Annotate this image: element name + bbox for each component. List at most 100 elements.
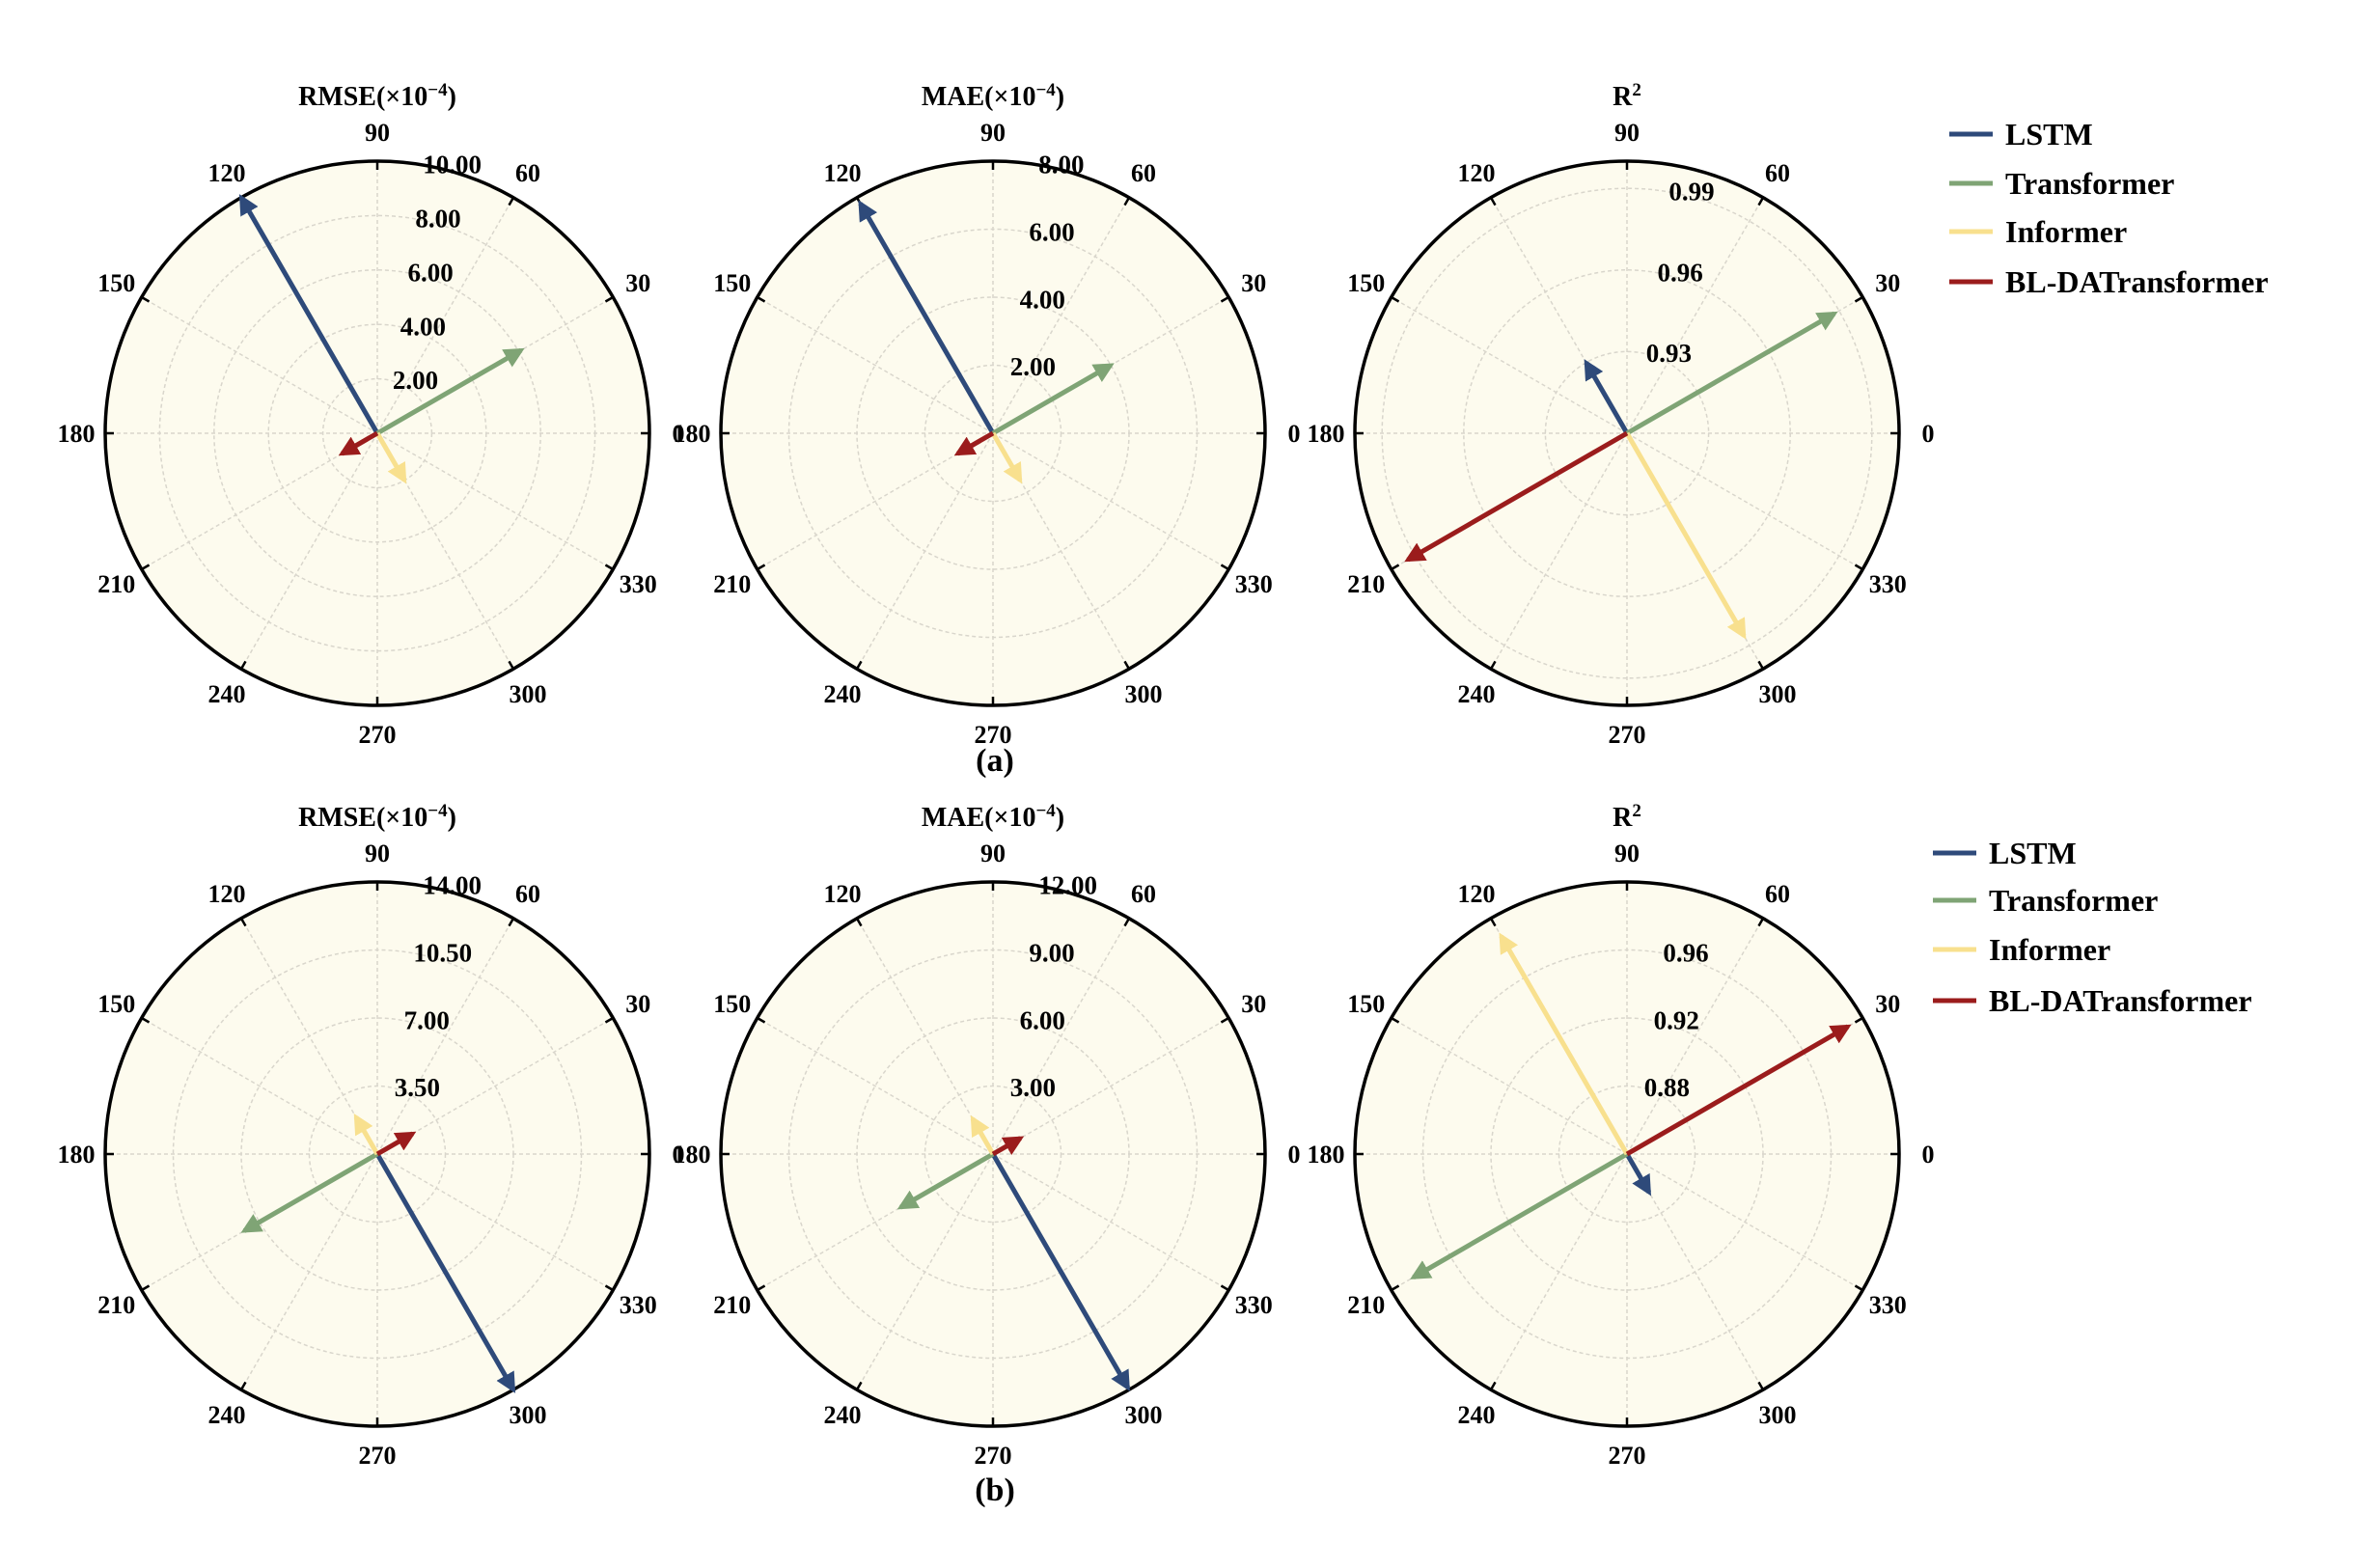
- legend-label-lstm: LSTM: [1989, 836, 2077, 870]
- legend-label-transformer: Transformer: [2005, 166, 2174, 201]
- angular-gridline: [1626, 1153, 1863, 1291]
- plot-title: RMSE(×10−4): [298, 801, 456, 833]
- angle-tick-label: 60: [515, 880, 540, 908]
- arrow-bl-datransformer: [1404, 430, 1629, 563]
- polar-plot-3: 0 30 60 90 120 150 180 210 240 270 300 330 0.93 0.96 0…: [1308, 80, 1935, 749]
- angle-tick-label: 300: [510, 1401, 547, 1429]
- angle-tick-label: 330: [1235, 570, 1273, 598]
- angle-tick-label: 120: [1458, 880, 1496, 908]
- angle-tick-label: 270: [1609, 1442, 1646, 1470]
- plot-title-main: RMSE(×10: [298, 803, 427, 833]
- legend-label-bl-datransformer: BL-DATransformer: [2005, 264, 2269, 299]
- radial-tick-label: 3.00: [1010, 1073, 1056, 1102]
- angle-tick-label: 150: [1347, 269, 1385, 297]
- angle-tick-label: 150: [1347, 990, 1385, 1018]
- arrow-informer: [374, 431, 407, 484]
- angle-tick-label: 90: [980, 839, 1006, 867]
- polar-plot-4: 0 30 60 90 120 150 180 210 240 270 300 330 3.50 7.00 1…: [58, 801, 685, 1470]
- angular-gridline: [1391, 1017, 1628, 1155]
- plot-title: RMSE(×10−4): [298, 80, 456, 112]
- radial-tick-label: 8.00: [1038, 151, 1084, 179]
- angle-tick-label: 240: [824, 1401, 862, 1429]
- angular-gridline: [992, 1017, 1229, 1155]
- angle-tick-label: 30: [625, 990, 650, 1018]
- plot-border: [1353, 159, 1901, 707]
- angle-tick-label: 150: [97, 990, 135, 1018]
- angle-tick-label: 210: [1347, 570, 1385, 598]
- arrow-lstm: [858, 200, 996, 435]
- angle-tick-label: 210: [1347, 1291, 1385, 1319]
- angle-tick-label: 120: [208, 159, 246, 187]
- radial-tick-label: 0.99: [1668, 178, 1714, 206]
- angular-gridline: [1490, 432, 1628, 670]
- angle-tick-label: 30: [1241, 269, 1266, 297]
- plot-title-main: RMSE(×10: [298, 82, 427, 112]
- plot-title-main: R: [1613, 803, 1633, 833]
- radial-tick-label: 0.92: [1654, 1005, 1699, 1034]
- angle-tick-label: 210: [97, 1291, 135, 1319]
- angle-tick-label: 180: [1308, 1141, 1345, 1169]
- plot-title-tail: ): [1056, 803, 1064, 833]
- legend-label-lstm: LSTM: [2005, 117, 2093, 151]
- angle-tick-label: 180: [58, 1141, 96, 1169]
- arrow-bl-datransformer: [991, 1136, 1025, 1157]
- angular-gridline: [1626, 1153, 1764, 1390]
- angle-tick-label: 240: [208, 680, 246, 708]
- angle-tick-label: 270: [359, 1442, 397, 1470]
- plot-title-superscript: 2: [1632, 80, 1641, 100]
- radial-tick-label: 4.00: [400, 312, 446, 341]
- arrow-bl-datransformer: [375, 1131, 417, 1157]
- arrow-transformer: [375, 347, 525, 436]
- angular-gridline: [376, 1153, 614, 1291]
- angle-tick-label: 270: [359, 721, 397, 749]
- angular-gridline: [757, 1017, 994, 1155]
- angle-tick-label: 60: [1765, 880, 1790, 908]
- angular-gridline: [240, 1153, 378, 1390]
- angle-tick-label: 120: [1458, 159, 1496, 187]
- angular-gridline: [1391, 296, 1628, 434]
- arrow-bl-datransformer: [1625, 1024, 1852, 1157]
- radial-tick-label: 10.50: [413, 939, 472, 968]
- polar-plots: 03060901201501802102402703003302.004.006…: [58, 80, 1935, 1470]
- radial-tick-label: 4.00: [1020, 285, 1065, 314]
- plot-border: [103, 880, 651, 1428]
- angle-tick-label: 270: [975, 721, 1012, 749]
- angular-gridline: [376, 1017, 614, 1155]
- arrow-lstm: [1584, 359, 1630, 435]
- plot-title-superscript: −4: [1035, 801, 1056, 821]
- angular-gridline: [992, 432, 1229, 570]
- arrow-bl-datransformer: [338, 430, 379, 456]
- angle-tick-label: 0: [1288, 1141, 1301, 1169]
- arrow-informer: [970, 1114, 996, 1156]
- arrow-lstm: [238, 194, 380, 435]
- radial-tick-label: 6.00: [1020, 1005, 1065, 1034]
- angle-tick-label: 330: [1869, 1291, 1907, 1319]
- angular-gridline: [757, 296, 994, 434]
- radial-tick-label: 2.00: [1010, 352, 1056, 381]
- arrow-transformer: [1625, 311, 1838, 436]
- polar-plot-2: 0 30 60 90 120 150 180 210 240 270 300 330 2.00 4.00 6…: [674, 80, 1301, 749]
- radial-tick-label: 0.88: [1644, 1073, 1690, 1102]
- legend-label-transformer: Transformer: [1989, 883, 2158, 918]
- plot-title-superscript: −4: [427, 801, 448, 821]
- angle-tick-label: 30: [1241, 990, 1266, 1018]
- angular-gridline: [856, 432, 994, 670]
- plot-border: [719, 159, 1267, 707]
- panel-label-a: (a): [976, 743, 1014, 779]
- angular-gridline: [1626, 918, 1764, 1155]
- angular-gridline: [376, 197, 514, 434]
- angle-tick-label: 60: [1765, 159, 1790, 187]
- angle-tick-label: 0: [1922, 1141, 1935, 1169]
- arrow-transformer: [991, 363, 1115, 436]
- arrow-lstm: [374, 1152, 516, 1393]
- angle-tick-label: 240: [208, 1401, 246, 1429]
- angular-gridline: [992, 197, 1130, 434]
- arrow-lstm: [1624, 1152, 1652, 1197]
- plot-title-main: R: [1613, 82, 1633, 112]
- angle-tick-label: 0: [673, 1141, 685, 1169]
- angle-tick-label: 90: [365, 119, 390, 147]
- angle-tick-label: 90: [1614, 839, 1640, 867]
- angular-gridline: [141, 1017, 378, 1155]
- angle-tick-label: 300: [1125, 680, 1163, 708]
